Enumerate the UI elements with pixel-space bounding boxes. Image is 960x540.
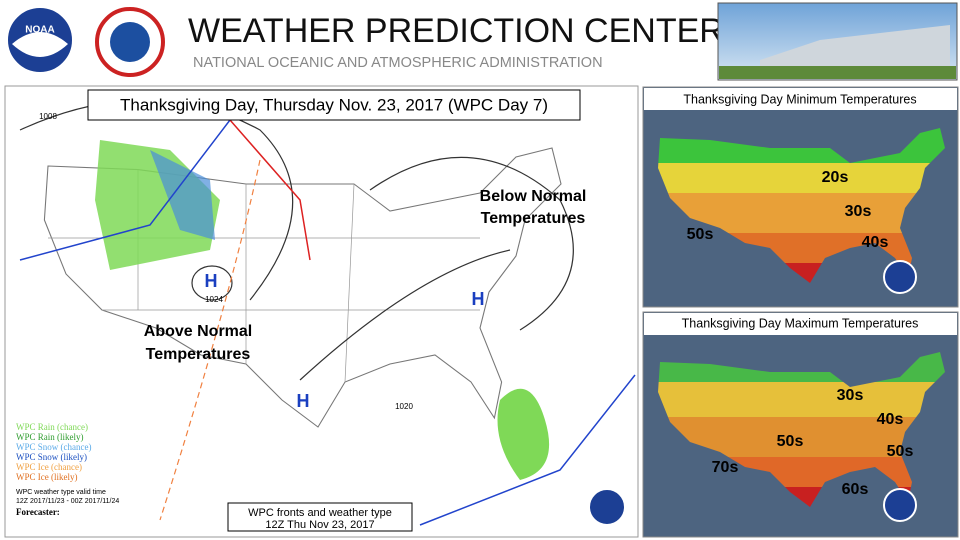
max-panel: Thanksgiving Day Maximum Temperatures 30…	[642, 311, 959, 538]
caption-box	[227, 502, 413, 532]
panel-title-bar	[644, 313, 957, 335]
temp-label: 40s	[877, 411, 904, 428]
pressure-label: 1024	[205, 295, 223, 304]
panel-title: Thanksgiving Day Maximum Temperatures	[682, 316, 919, 330]
panel-title-bar	[644, 88, 957, 110]
temp-label: 30s	[845, 203, 872, 220]
legend-entry: WPC Ice (chance)	[16, 462, 82, 472]
annotation: Below Normal	[480, 188, 587, 205]
noaa-logo	[883, 488, 917, 522]
valid-time: WPC weather type valid time	[16, 489, 106, 496]
annotation: Temperatures	[481, 210, 586, 227]
temp-label: 40s	[862, 234, 889, 251]
high-pressure: H	[205, 271, 218, 291]
cold-front	[19, 119, 231, 261]
map-title: Thanksgiving Day, Thursday Nov. 23, 2017…	[120, 95, 548, 114]
isobar	[191, 265, 233, 301]
building	[760, 25, 950, 70]
temp-label: 20s	[822, 169, 849, 186]
warm-front	[229, 119, 311, 261]
temp-label: 30s	[837, 387, 864, 404]
pressure-label: 1020	[395, 402, 413, 411]
panel-title: Thanksgiving Day Minimum Temperatures	[683, 92, 916, 106]
snow-area	[150, 150, 215, 240]
legend-entry: WPC Rain (likely)	[16, 432, 84, 442]
legend-entry: WPC Snow (likely)	[16, 452, 87, 462]
logo-shape	[12, 32, 68, 57]
isobar	[369, 156, 574, 331]
temp-label: 50s	[687, 226, 714, 243]
pressure-label: 1008	[39, 112, 57, 121]
title-box	[87, 89, 581, 121]
legend-entry: WPC Ice (likely)	[16, 472, 77, 482]
temp-label: 60s	[842, 481, 869, 498]
isobar	[299, 249, 511, 381]
noaa-logo	[883, 260, 917, 294]
caption: WPC fronts and weather type	[248, 507, 392, 519]
caption: 12Z Thu Nov 23, 2017	[265, 519, 374, 531]
legend-entry: WPC Rain (chance)	[16, 422, 88, 432]
min-panel: Thanksgiving Day Minimum Temperatures 20…	[642, 86, 959, 308]
legend-entry: WPC Snow (chance)	[16, 442, 91, 452]
main-map: Thanksgiving Day, Thursday Nov. 23, 2017…	[4, 85, 639, 538]
header-subtitle: NATIONAL OCEANIC AND ATMOSPHERIC ADMINIS…	[193, 55, 603, 71]
nws-logo-inner	[110, 22, 150, 62]
annotation: Temperatures	[146, 346, 251, 363]
temp-label: 50s	[887, 443, 914, 460]
temp-label: 50s	[777, 433, 804, 450]
lawn	[719, 66, 956, 79]
noaa-logo	[588, 488, 626, 526]
high-pressure: H	[297, 391, 310, 411]
cold-front	[419, 374, 636, 526]
annotation: Above Normal	[144, 323, 252, 340]
valid-time: 12Z 2017/11/23 - 00Z 2017/11/24	[16, 498, 119, 505]
forecaster: Forecaster:	[16, 507, 60, 517]
trough	[159, 159, 261, 521]
temp-label: 70s	[712, 459, 739, 476]
logo-text: NOAA	[25, 25, 54, 36]
header-title: WEATHER PREDICTION CENTER	[188, 12, 724, 50]
header: NOAA WEATHER PREDICTION CENTER NATIONAL …	[6, 2, 958, 81]
high-pressure: H	[472, 289, 485, 309]
rain-area	[497, 388, 550, 480]
